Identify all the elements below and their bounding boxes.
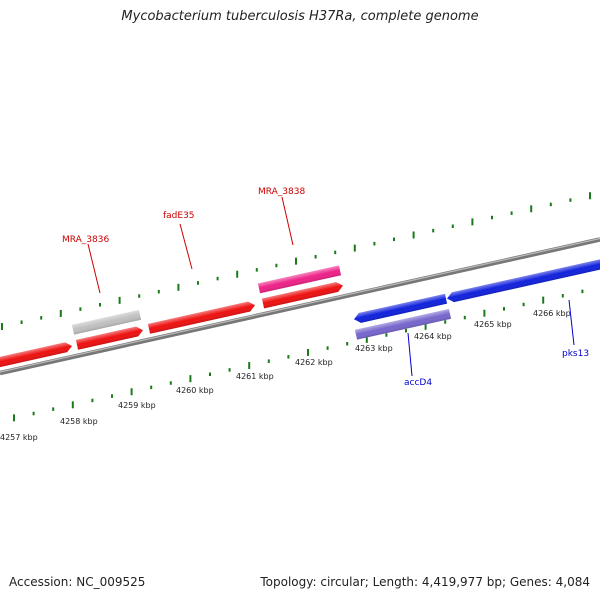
lower-tick-row xyxy=(13,289,584,422)
gene-plus-3 xyxy=(147,301,255,334)
scale-label: 4260 kbp xyxy=(176,386,214,395)
gene-label-leader xyxy=(568,299,575,346)
scale-label: 4262 kbp xyxy=(295,358,333,367)
gene-minus-2 xyxy=(447,258,600,303)
gene-label: MRA_3836 xyxy=(62,235,109,245)
gene-plus-1 xyxy=(0,342,73,368)
genes xyxy=(0,258,600,368)
gene-minus-1 xyxy=(354,293,448,323)
backbone xyxy=(0,237,600,376)
upper-tick-row xyxy=(1,192,591,331)
gene-labels: MRA_3836 fadE35 MRA_3838 accD4 pks13 xyxy=(62,187,589,388)
scale-labels: 4257 kbp 4258 kbp 4259 kbp 4260 kbp 4261 kbp… xyxy=(0,309,571,442)
scale-label: 4263 kbp xyxy=(355,344,393,353)
scale-label: 4264 kbp xyxy=(414,332,452,341)
gene-label: fadE35 xyxy=(163,211,195,221)
scale-label: 4258 kbp xyxy=(60,417,98,426)
scale-label: 4257 kbp xyxy=(0,433,38,442)
gene-label-leader xyxy=(281,196,294,246)
gene-label: pks13 xyxy=(562,349,589,359)
accession-text: Accession: NC_009525 xyxy=(9,575,146,589)
scale-label: 4261 kbp xyxy=(236,372,274,381)
gene-plus-4 xyxy=(261,282,343,309)
gene-plus-2 xyxy=(75,326,144,350)
gene-purple xyxy=(354,308,452,340)
gene-label: accD4 xyxy=(404,378,432,388)
gene-label: MRA_3838 xyxy=(258,187,305,197)
gene-label-leader xyxy=(179,223,193,270)
scale-label: 4265 kbp xyxy=(474,320,512,329)
scale-label: 4259 kbp xyxy=(118,401,156,410)
scale-label: 4266 kbp xyxy=(533,309,571,318)
gene-pink xyxy=(257,265,342,294)
gene-pseudo xyxy=(71,309,142,335)
map-title: Mycobacterium tuberculosis H37Ra, comple… xyxy=(121,9,479,24)
gene-label-leader xyxy=(87,243,101,294)
gene-label-leader xyxy=(407,332,413,377)
topology-text: Topology: circular; Length: 4,419,977 bp… xyxy=(260,575,590,589)
